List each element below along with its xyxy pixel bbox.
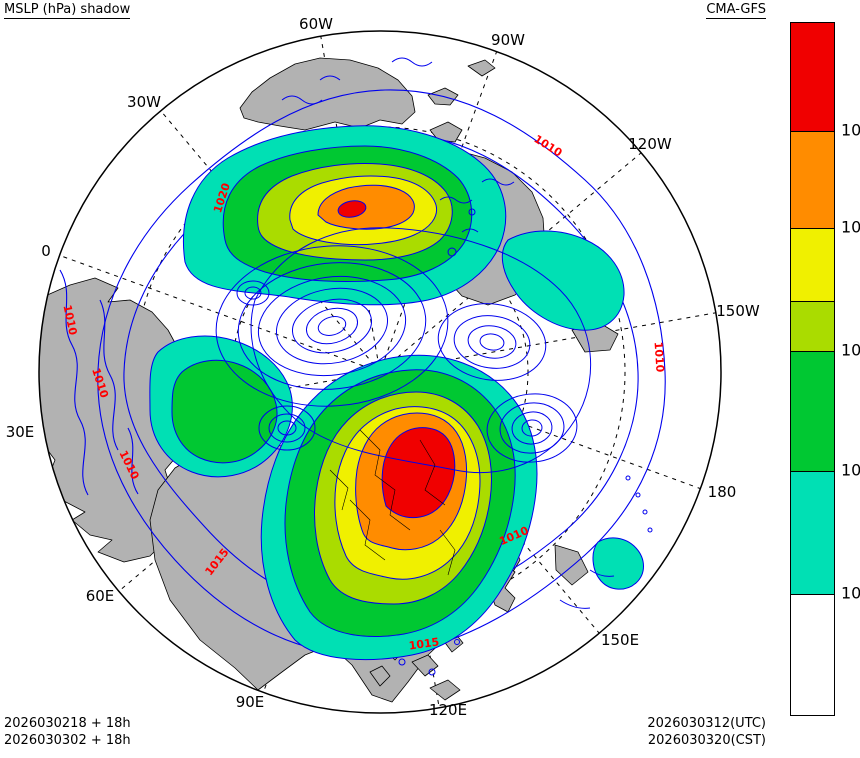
colorbar-tick-1030: 1030 <box>841 340 860 360</box>
colorbar-tick-1040: 1040 <box>841 120 860 140</box>
se-asia-island <box>429 679 461 701</box>
lon-label-90e: 90E <box>235 693 265 711</box>
init-time-line2: 2026030302 + 18h <box>4 733 131 748</box>
model-name: CMA-GFS <box>706 2 766 19</box>
kamchatka <box>554 544 589 586</box>
arctic-island <box>467 59 496 77</box>
colorbar-segment <box>791 471 834 594</box>
arctic-high-core <box>337 200 367 218</box>
se-asia-island <box>411 654 439 677</box>
greenland <box>239 57 416 131</box>
lon-label-30e: 30E <box>5 423 35 441</box>
page-title: MSLP (hPa) shadow <box>4 2 131 19</box>
lon-label-90w: 90W <box>491 31 525 49</box>
circumpolar-trough-contour <box>250 227 592 474</box>
lon-label-60w: 60W <box>299 15 333 33</box>
lon-label-120e: 120E <box>428 701 468 719</box>
asia-high-core <box>381 427 456 519</box>
low-center-contours <box>215 57 653 676</box>
valid-time-utc: 2026030312(UTC) <box>647 716 766 731</box>
valid-time-cst: 2026030320(CST) <box>647 733 766 748</box>
lon-label-120w: 120W <box>628 135 672 153</box>
contour-label: 1010 <box>651 341 667 373</box>
lon-label-30w: 30W <box>127 93 161 111</box>
colorbar-segment <box>791 23 834 131</box>
bering-band-1020 <box>501 230 625 331</box>
map-border <box>38 30 722 714</box>
fill-1040 <box>337 200 456 519</box>
lon-label-180: 180 <box>707 483 737 501</box>
outer-isobars <box>59 89 666 656</box>
colorbar-segment <box>791 301 834 351</box>
colorbar-tick-1020: 1020 <box>841 583 860 603</box>
asia-boundary-lines <box>329 429 456 576</box>
lon-label-0: 0 <box>41 242 51 260</box>
colorbar-segment <box>791 131 834 228</box>
lon-label-60e: 60E <box>85 587 115 605</box>
lon-label-150w: 150W <box>716 302 760 320</box>
colorbar-tick-1025: 1025 <box>841 460 860 480</box>
colorbar <box>790 22 835 716</box>
polar-map <box>38 30 722 714</box>
lon-label-150e: 150E <box>600 631 640 649</box>
init-time-line1: 2026030218 + 18h <box>4 716 131 731</box>
colorbar-segment <box>791 351 834 471</box>
se-asia-island <box>369 665 391 687</box>
pressure-fills <box>149 125 644 661</box>
colorbar-tick-1035: 1035 <box>841 217 860 237</box>
colorbar-segment <box>791 228 834 301</box>
colorbar-segment <box>791 594 834 715</box>
